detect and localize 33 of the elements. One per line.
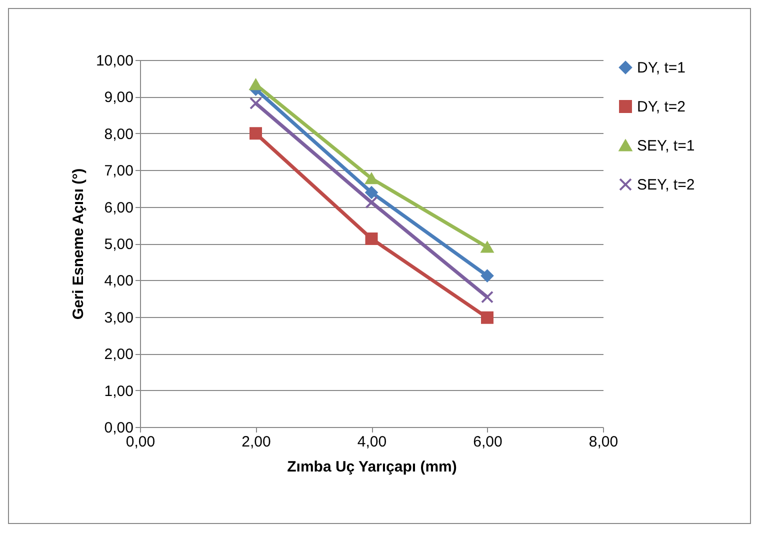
point [365,196,378,209]
point [250,97,262,110]
y-tick-label: 1,00 [104,382,134,400]
x-tick-label: 8,00 [588,434,618,450]
point [481,242,494,253]
y-tick-label: 4,00 [104,272,134,290]
x-tick-label: 0,00 [126,434,156,450]
legend-label: DY, t=2 [637,98,686,116]
point [481,270,494,282]
legend-label: SEY, t=2 [637,176,695,194]
point [365,232,378,245]
point [481,311,494,324]
y-tick-label: 9,00 [104,89,134,106]
y-axis-title: Geri Esneme Açısı (°) [70,168,87,320]
y-tick-label: 3,00 [104,309,134,326]
legend-label: DY, t=1 [637,60,686,76]
legend-label: SEY, t=1 [637,138,695,154]
x-tick-label: 4,00 [357,434,387,450]
y-tick-label: 5,00 [104,236,134,253]
y-tick-label: 2,00 [104,346,134,364]
point [250,79,262,90]
y-tick-label: 6,00 [104,199,134,216]
y-tick-label: 8,00 [104,126,134,143]
point [365,186,378,199]
point [365,173,378,184]
x-tick-label: 2,00 [242,434,271,450]
x-tick-label: 6,00 [473,434,502,450]
y-tick-label: 0,00 [104,420,134,436]
point [250,127,262,140]
x-axis-title: Zımba Uç Yarıçapı (mm) [287,458,457,476]
y-tick-label: 7,00 [104,162,134,180]
point [481,290,494,304]
y-tick-label: 10,00 [96,52,134,70]
